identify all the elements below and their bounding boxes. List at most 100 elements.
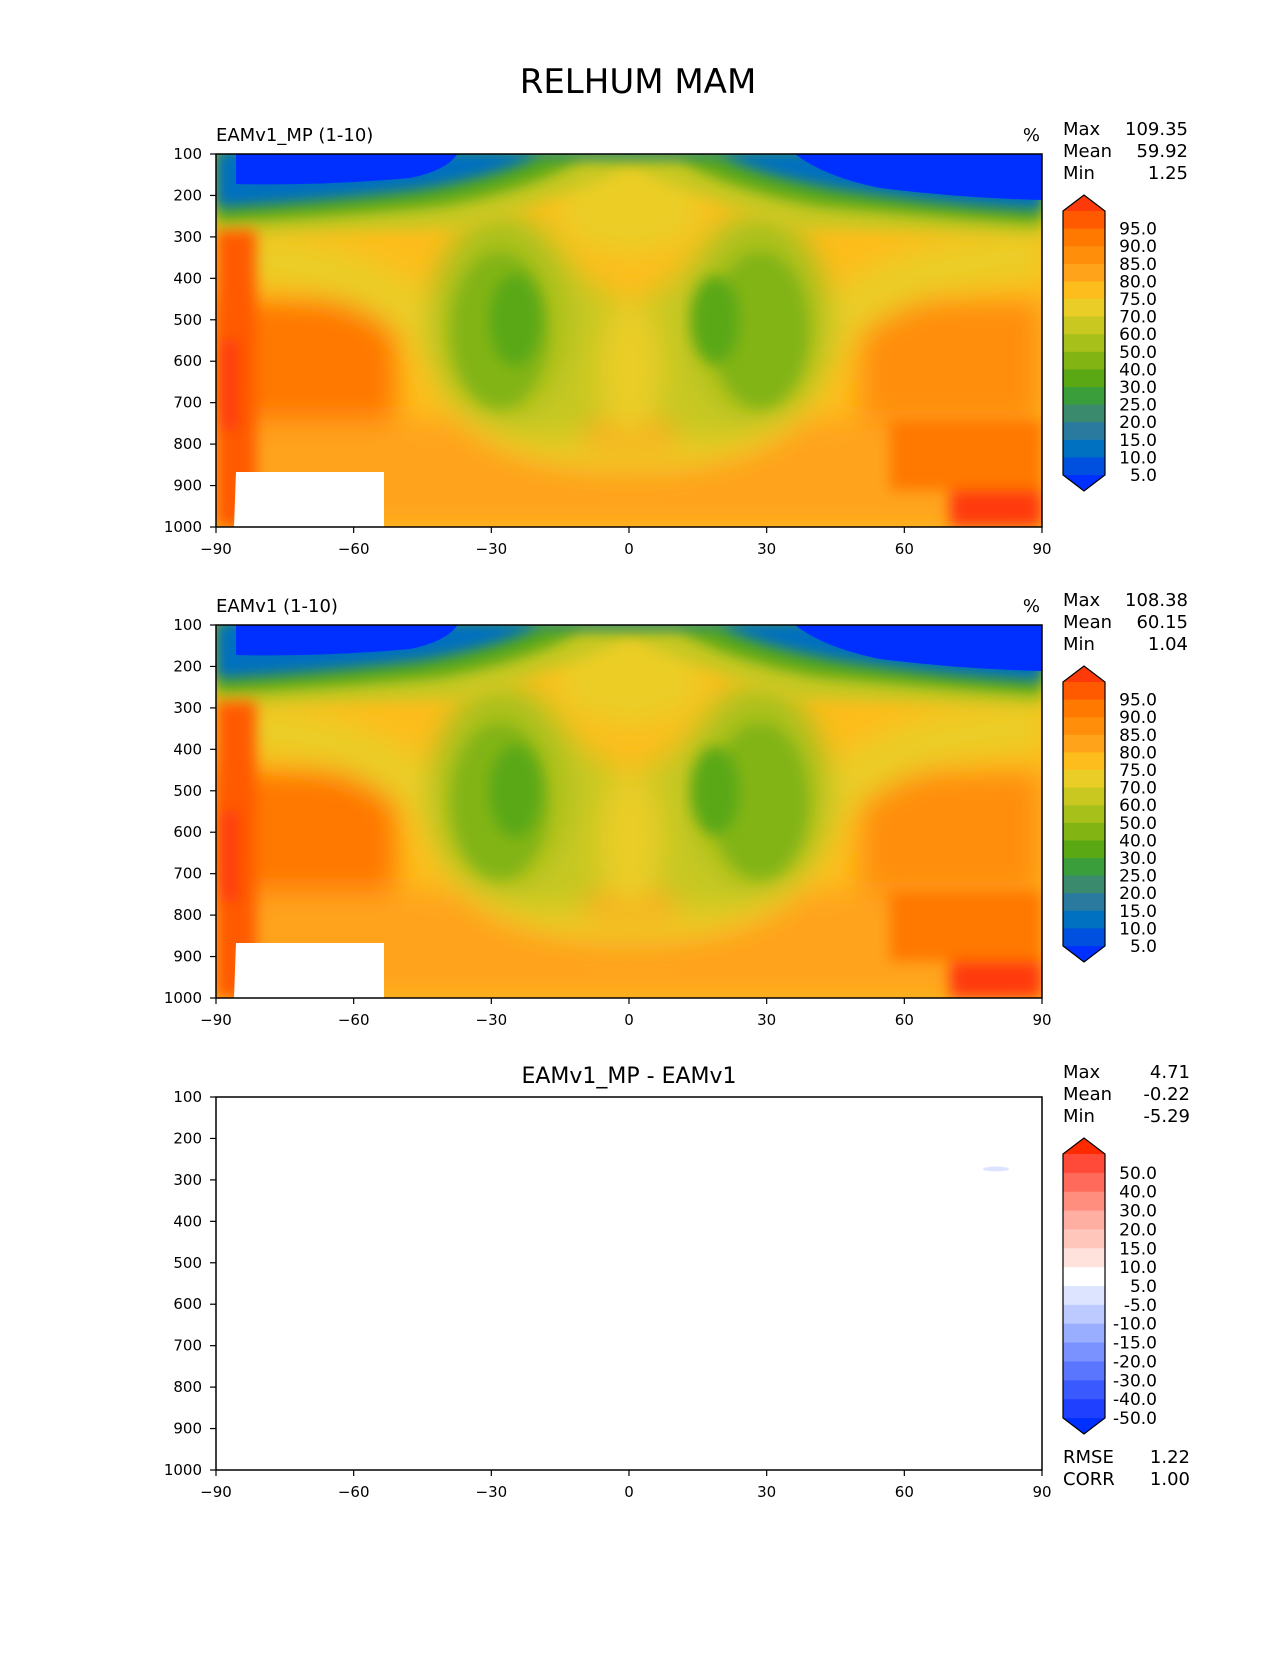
colorbar-1-segment <box>1063 387 1105 406</box>
colorbar-1-label: 70.0 <box>1119 308 1157 328</box>
colorbar-1-label: 5.0 <box>1130 466 1157 486</box>
colorbar-2-label: 80.0 <box>1119 743 1157 763</box>
colorbar-3-segment <box>1063 1399 1105 1419</box>
panel-2-stats: Max 108.38 Mean 60.15 Min 1.04 <box>1063 590 1188 655</box>
panel-3-y-tick-label: 800 <box>173 1378 202 1396</box>
panel-2-terrain-mask <box>216 943 384 998</box>
colorbar-2-label: 75.0 <box>1119 761 1157 781</box>
colorbar-2-label: 20.0 <box>1119 884 1157 904</box>
colorbar-2-segment <box>1063 858 1105 877</box>
panel-3-stats: Max 4.71 Mean -0.22 Min -5.29 RMSE 1.22 … <box>1063 1062 1190 1490</box>
colorbar-1-label: 95.0 <box>1119 220 1157 240</box>
panel-1-y-tick-label: 300 <box>173 228 202 246</box>
panel-1-mean-value: 59.92 <box>1136 141 1188 162</box>
colorbar-1-label: 75.0 <box>1119 290 1157 310</box>
colorbar-1-segment <box>1063 263 1105 282</box>
colorbar-3-label: -30.0 <box>1113 1371 1157 1391</box>
colorbar-1-label: 30.0 <box>1119 378 1157 398</box>
colorbar-3-segment <box>1063 1380 1105 1400</box>
panel-2-y-tick-label: 800 <box>173 906 202 924</box>
colorbar-2-segment <box>1063 875 1105 894</box>
panel-3-x-tick-label: −30 <box>476 1483 508 1501</box>
panel-2-x-tick-label: −30 <box>476 1011 508 1029</box>
colorbar-3-label: -20.0 <box>1113 1352 1157 1372</box>
colorbar-2-label: 95.0 <box>1119 691 1157 711</box>
colorbar-2-segment <box>1063 840 1105 859</box>
colorbar-3-label: -15.0 <box>1113 1334 1157 1354</box>
panel-1-y-tick-label: 500 <box>173 311 202 329</box>
panel-2-max-value: 108.38 <box>1125 590 1188 611</box>
colorbar-3-segment <box>1063 1342 1105 1363</box>
panel-2-x-tick-label: −60 <box>338 1011 370 1029</box>
panel-2-y-tick-label: 300 <box>173 699 202 717</box>
colorbar-1-bottom-extend <box>1063 475 1105 491</box>
panel-3-x-tick-label: 90 <box>1032 1483 1051 1501</box>
panel-2-contour <box>216 621 1042 998</box>
colorbar-3-label: 30.0 <box>1119 1202 1157 1222</box>
colorbar-2-label: 70.0 <box>1119 779 1157 799</box>
colorbar-2-segment <box>1063 752 1105 771</box>
panel-2-y-tick-label: 600 <box>173 823 202 841</box>
panel-1-x-tick-label: −60 <box>338 540 370 558</box>
panel-2-title: EAMv1 (1-10) <box>216 596 338 617</box>
colorbar-1-label: 15.0 <box>1119 431 1157 451</box>
colorbar-1-segment <box>1063 404 1105 423</box>
colorbar-3-segment <box>1063 1191 1105 1212</box>
panel-2-x-tick-label: 90 <box>1032 1011 1051 1029</box>
panel-3-mean-value: -0.22 <box>1143 1084 1190 1105</box>
panel-1-x-tick-label: 30 <box>757 540 776 558</box>
panel-3-x-tick-label: −90 <box>200 1483 232 1501</box>
panel-1-x-tick-label: −90 <box>200 540 232 558</box>
colorbar-1-label: 10.0 <box>1119 448 1157 468</box>
panel-1-min-value: 1.25 <box>1148 163 1188 184</box>
colorbar-1-label: 80.0 <box>1119 272 1157 292</box>
panel-1-x-tick-label: −30 <box>476 540 508 558</box>
panel-3-x-tick-label: −60 <box>338 1483 370 1501</box>
colorbar-2-segment <box>1063 893 1105 912</box>
panel-2-y-tick-label: 200 <box>173 657 202 675</box>
colorbar-2-outline <box>1062 665 1106 963</box>
panel-1-min-label: Min <box>1063 163 1095 184</box>
colorbar-1-segment <box>1063 316 1105 335</box>
colorbar-1-segment <box>1063 246 1105 265</box>
colorbar-1-segment <box>1063 439 1105 458</box>
panel-3-small-anomaly <box>983 1166 1009 1172</box>
panel-2-y-tick-label: 400 <box>173 740 202 758</box>
panel-3-y-tick-label: 400 <box>173 1212 202 1230</box>
panel-2-max-label: Max <box>1063 590 1101 611</box>
panel-3-x-tick-label: 0 <box>624 1483 634 1501</box>
panel-3-y-tick-label: 200 <box>173 1129 202 1147</box>
colorbar-1-label: 40.0 <box>1119 360 1157 380</box>
panel-1-y-tick-label: 1000 <box>164 518 202 536</box>
colorbar-2-label: 85.0 <box>1119 726 1157 746</box>
colorbar-3-segment <box>1063 1154 1105 1174</box>
panel-3-y-tick-label: 900 <box>173 1420 202 1438</box>
colorbar-2-label: 50.0 <box>1119 814 1157 834</box>
colorbar-3-label: -50.0 <box>1113 1409 1157 1429</box>
panel-3-mean-label: Mean <box>1063 1084 1112 1105</box>
colorbar-3-outline <box>1062 1137 1106 1435</box>
panel-1-x-tick-label: 90 <box>1032 540 1051 558</box>
panel-1-stats: Max 109.35 Mean 59.92 Min 1.25 <box>1063 119 1188 184</box>
panel-3-max-label: Max <box>1063 1062 1101 1083</box>
panel-2-y-tick-label: 700 <box>173 865 202 883</box>
panel-1-contour <box>216 150 1042 527</box>
colorbar-2-label: 15.0 <box>1119 902 1157 922</box>
panel-1-max-label: Max <box>1063 119 1101 140</box>
colorbar-2-segment <box>1063 910 1105 929</box>
colorbar-2-segment <box>1063 822 1105 841</box>
panel-2-mean-label: Mean <box>1063 612 1112 633</box>
colorbar-3-label: 40.0 <box>1119 1183 1157 1203</box>
panel-3-title: EAMv1_MP - EAMv1 <box>521 1064 736 1089</box>
colorbar-3-label: 20.0 <box>1119 1220 1157 1240</box>
colorbar-1-top-extend <box>1063 195 1105 211</box>
colorbar-3-label: -5.0 <box>1124 1296 1157 1316</box>
colorbar-3-segment <box>1063 1172 1105 1193</box>
colorbar-2-segment <box>1063 928 1105 947</box>
panel-1-y-tick-label: 600 <box>173 352 202 370</box>
colorbar-1-segment <box>1063 351 1105 370</box>
colorbar-2-label: 30.0 <box>1119 849 1157 869</box>
panel-2-x-tick-label: 30 <box>757 1011 776 1029</box>
panel-1-max-value: 109.35 <box>1125 119 1188 140</box>
panel-2: EAMv1 (1-10) % Max 108.38 Mean 60.15 Min… <box>164 590 1188 1029</box>
